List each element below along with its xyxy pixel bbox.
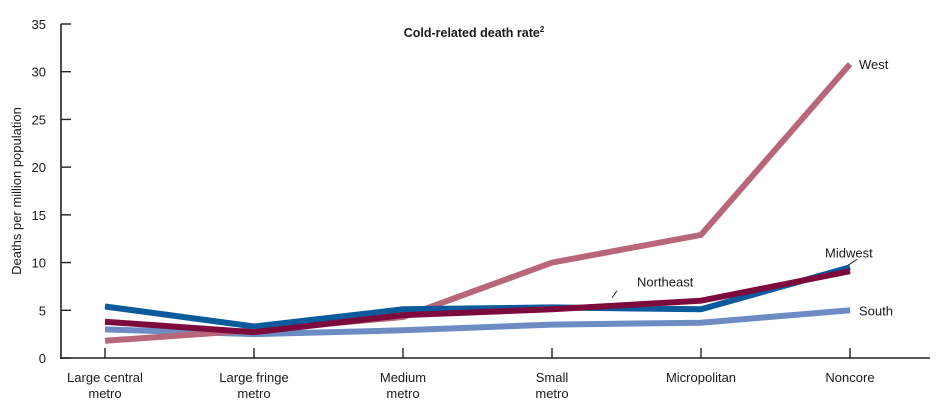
x-tick-label-line: metro [386,386,419,401]
chart-title-text: Cold-related death rate [404,26,540,40]
y-tick-label: 25 [32,112,46,127]
x-tick-label-line: metro [88,386,121,401]
x-tick-label: Large central metro [67,370,143,401]
y-tick-label: 20 [32,160,46,175]
y-tick-label: 0 [39,351,46,366]
annotation-leader-line [611,290,618,299]
y-axis-ticks: 0 5 10 15 20 25 30 35 [32,17,71,366]
annotation-leader-line [847,258,858,266]
x-tick-label: Micropolitan [666,370,736,385]
chart-title-superscript: 2 [540,25,545,34]
y-tick-label: 10 [32,256,46,271]
series-lines [104,62,853,344]
x-tick-label: Noncore [825,370,874,385]
y-tick-label: 5 [39,303,46,318]
chart-title: Cold-related death rate2 [404,25,545,40]
x-tick-label: Medium metro [380,370,426,401]
x-tick-label-line: metro [535,386,568,401]
x-tick-label: Small metro [535,370,568,401]
y-tick-label: 15 [32,208,46,223]
series-line-northeast [104,268,851,336]
y-tick-label: 30 [32,65,46,80]
x-tick-label-line: metro [237,386,270,401]
chart-title-group: Cold-related death rate2 [404,25,545,40]
x-tick-label-line: Medium [380,370,426,385]
x-tick-label: Large fringe metro [219,370,288,401]
y-tick-label: 35 [32,17,46,32]
y-axis-label: Deaths per million population [9,107,24,275]
series-annotations: West Midwest Northeast South [611,57,893,318]
annotation-label-west: West [859,57,889,72]
x-tick-label-line: Small [536,370,569,385]
x-tick-label-line: Large central [67,370,143,385]
annotation-label-northeast: Northeast [637,275,694,290]
x-tick-label-line: Micropolitan [666,370,736,385]
annotation-label-south: South [859,303,893,318]
x-tick-label-line: Large fringe [219,370,288,385]
x-tick-label-line: Noncore [825,370,874,385]
annotation-label-midwest: Midwest [825,245,873,260]
axes [60,24,930,359]
series-line-midwest [104,264,851,330]
